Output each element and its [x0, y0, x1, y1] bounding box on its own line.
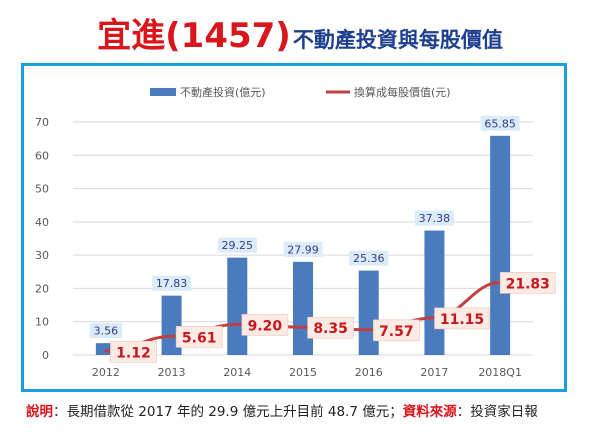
line-value-label: 11.15 [440, 312, 484, 328]
line-value-label-bg [307, 316, 354, 339]
x-axis-ticks: 2012 2013 2014 2015 2016 2017 2018Q1 [92, 366, 522, 379]
bar-value-label-bg [89, 323, 123, 339]
line-value-label: 1.12 [116, 345, 151, 361]
line-value-label: 21.83 [506, 276, 550, 292]
y-tick-label: 70 [35, 116, 49, 129]
x-tick-label: 2016 [355, 366, 383, 379]
line-value-label-bg [241, 314, 289, 336]
bar-value-label: 3.56 [94, 325, 119, 338]
line-value-label-bg [110, 340, 157, 363]
bar-value-label-bg [283, 241, 323, 257]
bar-value-label: 37.38 [419, 212, 451, 225]
line-value-label-bg [434, 307, 490, 330]
y-tick-label: 20 [35, 282, 49, 295]
footnote-label-source: 資料來源 [402, 404, 457, 420]
legend-line-label: 換算成每股價值(元) [354, 85, 451, 99]
line-value-label: 9.20 [248, 318, 283, 334]
x-tick-label: 2013 [158, 366, 186, 379]
line-value-label: 8.35 [313, 321, 348, 337]
chart-title: 宜進(1457)不動產投資與每股價值 [0, 8, 600, 57]
footnote-text-note: ：長期借款從 2017 年的 29.9 億元上升目前 48.7 億元； [53, 404, 403, 420]
bar-value-label-bg [349, 250, 389, 266]
footnote: 說明：長期借款從 2017 年的 29.9 億元上升目前 48.7 億元；資料來… [26, 400, 596, 420]
bar [227, 257, 248, 355]
bar-value-labels: 3.56 17.83 29.25 27.99 25.36 37.38 65.85 [89, 115, 520, 339]
x-tick-label: 2017 [420, 366, 448, 379]
y-tick-label: 40 [35, 216, 49, 229]
y-tick-label: 30 [35, 249, 49, 262]
bar [95, 343, 116, 355]
footnote-label-note: 說明 [26, 404, 53, 420]
line-value-label: 5.61 [182, 330, 217, 346]
bar [358, 270, 379, 355]
y-tick-label: 0 [42, 349, 49, 362]
bar [293, 261, 313, 355]
bar-value-label: 65.85 [484, 117, 515, 130]
line-value-label-bg [175, 326, 223, 348]
bar-value-label: 29.25 [222, 239, 254, 252]
bar-value-label-bg [217, 237, 257, 253]
bar-value-label-bg [152, 275, 192, 291]
line-value-label-bg [373, 319, 420, 342]
x-tick-label: 2014 [223, 366, 251, 379]
bar-value-label: 17.83 [156, 277, 188, 290]
y-axis-ticks: 0 10 20 30 40 50 60 70 [35, 116, 49, 362]
x-tick-label: 2018Q1 [478, 366, 522, 379]
legend-bar-swatch [150, 88, 176, 96]
y-tick-label: 50 [35, 183, 49, 196]
y-tick-label: 60 [35, 149, 49, 162]
title-main: 宜進(1457) [97, 16, 291, 56]
line-value-labels: 1.12 5.61 9.20 8.35 7.57 11.15 21.83 [110, 272, 556, 363]
x-tick-label: 2015 [289, 366, 317, 379]
legend-bar-label: 不動產投資(億元) [180, 85, 266, 99]
legend: 不動產投資(億元) 換算成每股價值(元) [150, 85, 451, 99]
x-tick-label: 2012 [92, 366, 120, 379]
title-sub: 不動產投資與每股價值 [292, 28, 503, 52]
bar [490, 135, 511, 355]
line-value-label-bg [499, 272, 556, 294]
chart-svg: 0 10 20 30 40 50 60 70 3.56 17.83 29.25 27.99 25.36… [35, 85, 556, 379]
bar-value-label: 27.99 [287, 243, 319, 256]
footnote-text-source: ：投資家日報 [456, 404, 538, 420]
bar-value-label: 25.36 [353, 252, 385, 265]
bar-value-label-bg [414, 210, 454, 226]
bar-value-label-bg [480, 115, 520, 131]
bar [424, 230, 445, 355]
y-tick-label: 10 [35, 316, 49, 329]
line-value-label: 7.57 [379, 324, 414, 340]
